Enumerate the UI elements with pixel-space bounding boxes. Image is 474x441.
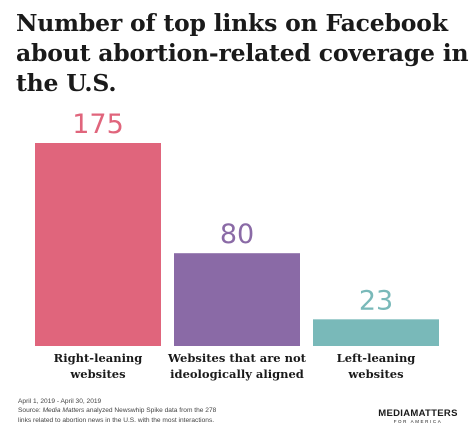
source-line-2: links related to abortion news in the U.… <box>18 416 215 424</box>
chart-title-line: about abortion-related coverage in <box>16 39 469 67</box>
bar <box>174 253 300 346</box>
category-label: Websites that are not <box>167 351 307 365</box>
bar <box>35 143 161 346</box>
logo-main-text: MEDIAMATTERS <box>378 408 458 419</box>
category-label: ideologically aligned <box>170 367 304 381</box>
chart-title-line: Number of top links on Facebook <box>16 9 448 37</box>
category-label: websites <box>347 367 403 381</box>
chart-footer: April 1, 2019 - April 30, 2019 Source: M… <box>18 397 338 425</box>
bar <box>313 319 439 346</box>
chart-title-line: the U.S. <box>16 69 117 97</box>
source-line: Source: Media Matters analyzed Newswhip … <box>18 406 338 415</box>
media-matters-logo: MEDIAMATTERS FOR AMERICA <box>378 409 458 425</box>
source-prefix: Source: <box>18 407 43 415</box>
source-org: Media Matters <box>42 407 85 415</box>
chart-title: Number of top links on Facebook about ab… <box>16 8 469 98</box>
bar-value-label: 80 <box>220 219 254 250</box>
source-rest: analyzed Newswhip Spike data from the 27… <box>84 407 217 415</box>
category-label: Left-leaning <box>337 351 416 365</box>
bar-value-label: 23 <box>359 285 393 316</box>
date-range: April 1, 2019 - April 30, 2019 <box>18 398 102 405</box>
category-label: websites <box>69 367 125 381</box>
category-label: Right-leaning <box>54 351 143 365</box>
logo-sub-text: FOR AMERICA <box>393 419 443 424</box>
bar-value-label: 175 <box>72 109 124 140</box>
